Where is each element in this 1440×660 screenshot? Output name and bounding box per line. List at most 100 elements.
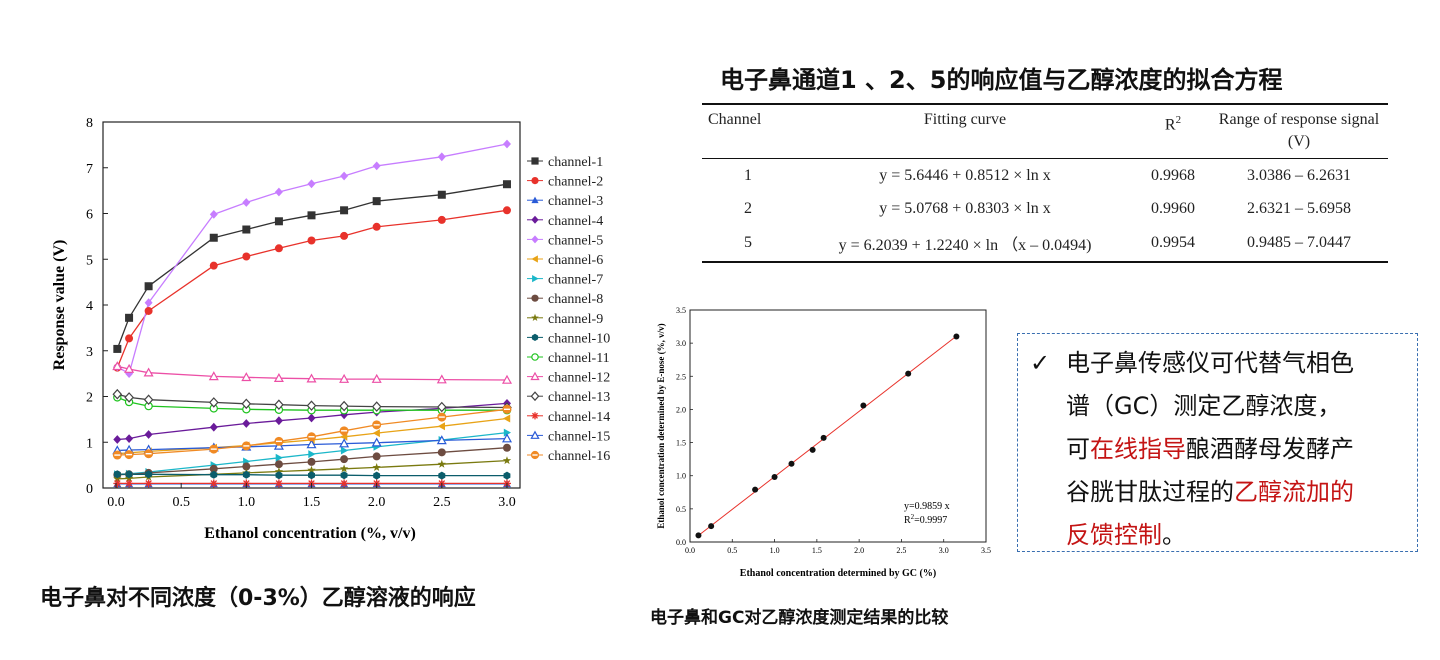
legend-label: channel-10 (548, 331, 610, 346)
data-point (820, 434, 827, 441)
data-point-channel-15 (371, 437, 382, 447)
data-point-channel-7 (340, 446, 349, 455)
data-point-channel-9 (372, 463, 381, 471)
marker-detail (243, 445, 250, 447)
data-point-channel-12 (208, 371, 219, 381)
x-tick-label: 1.5 (812, 546, 822, 555)
y-tick-label: 8 (86, 116, 93, 131)
legend-marker-channel-4 (531, 215, 539, 224)
marker-detail (126, 453, 133, 456)
data-point-channel-1 (242, 225, 251, 234)
table-row: 1 y = 5.6446 + 0.8512 × ln x 0.9968 3.03… (702, 159, 1388, 193)
data-point-channel-1 (125, 313, 134, 322)
row-channel: 2 (744, 199, 752, 217)
legend-marker-channel-9 (531, 313, 539, 321)
x-tick-label: 0.0 (685, 546, 695, 555)
data-point-channel-2 (125, 334, 134, 343)
data-point-channel-4 (242, 419, 251, 428)
data-point-channel-8 (437, 448, 446, 457)
data-point-channel-8 (502, 443, 511, 452)
data-point-channel-5 (503, 139, 511, 149)
data-point-channel-2 (242, 252, 251, 261)
data-point-channel-12 (241, 372, 252, 382)
data-point-channel-13 (143, 394, 154, 405)
legend-label: channel-15 (548, 429, 610, 444)
data-point-channel-12 (339, 373, 350, 383)
response-y-axis-label: Response value (V) (51, 240, 68, 371)
data-point-channel-10 (145, 470, 153, 479)
data-point-channel-10 (242, 470, 250, 479)
data-point-channel-1 (113, 344, 122, 353)
legend-marker-channel-15 (530, 430, 540, 439)
data-point-channel-8 (307, 457, 316, 466)
legend-label: channel-6 (548, 253, 603, 268)
marker-detail (275, 440, 282, 443)
legend-label: channel-2 (548, 175, 603, 190)
data-point-channel-13 (274, 399, 284, 410)
x-tick-label: 3.5 (981, 546, 991, 555)
row-fitting: y = 5.6446 + 0.8512 × ln x (879, 166, 1051, 184)
x-tick-label: 3.0 (498, 495, 516, 510)
y-tick-label: 1.0 (676, 472, 686, 481)
legend-label: channel-13 (548, 390, 610, 405)
legend-label: channel-4 (548, 214, 603, 229)
fitting-table-header-row: Channel Fitting curve R2 Range of respon… (702, 104, 1388, 159)
data-point-channel-2 (372, 222, 381, 231)
series-line-channel-5 (116, 143, 508, 375)
data-point-channel-1 (209, 233, 218, 242)
data-point-channel-8 (209, 464, 218, 473)
data-point-channel-15 (339, 438, 350, 448)
data-point-channel-12 (501, 374, 513, 384)
y-tick-label: 0.0 (676, 538, 686, 547)
conclusion-box (1017, 333, 1418, 552)
data-point-channel-1 (307, 211, 316, 220)
legend-marker-channel-8 (531, 294, 539, 302)
data-point-channel-13 (371, 401, 382, 412)
row-fitting: y = 5.0768 + 0.8303 × ln x (879, 199, 1051, 217)
y-tick-label: 2 (86, 391, 93, 406)
legend-label: channel-9 (548, 312, 603, 327)
data-point-channel-4 (113, 435, 122, 444)
data-point-channel-6 (437, 422, 445, 431)
legend-marker-channel-6 (531, 255, 538, 263)
data-point-channel-13 (436, 401, 447, 413)
data-point-channel-12 (124, 363, 135, 373)
data-point-channel-10 (340, 471, 348, 480)
marker-detail (341, 430, 348, 432)
data-point-channel-1 (372, 197, 381, 206)
x-tick-label: 3.0 (939, 546, 949, 555)
y-tick-label: 7 (86, 162, 93, 177)
data-point-channel-10 (308, 471, 315, 480)
data-point-channel-13 (306, 400, 317, 411)
data-point-channel-14 (125, 479, 134, 488)
data-point-channel-8 (242, 462, 251, 471)
data-point-channel-4 (209, 422, 218, 432)
data-point-channel-1 (340, 206, 349, 215)
data-point-channel-14 (113, 479, 122, 488)
conclusion-line: 谱（GC）测定乙醇浓度， (1030, 385, 1415, 428)
data-point-channel-15 (501, 433, 513, 443)
legend-label: channel-3 (548, 194, 603, 209)
data-point-channel-13 (124, 392, 134, 403)
row-range: 2.6321 – 5.6958 (1247, 199, 1351, 217)
table-row: 2 y = 5.0768 + 0.8303 × ln x 0.9960 2.63… (702, 192, 1388, 225)
header-range-line2: (V) (1287, 133, 1311, 150)
data-point (788, 460, 795, 467)
marker-detail (114, 454, 121, 456)
data-point-channel-10 (210, 470, 218, 479)
conclusion-line: 反馈控制。 (1030, 514, 1415, 557)
table-title: 电子鼻通道1 、2、5的响应值与乙醇浓度的拟合方程 (720, 66, 1283, 94)
data-point-channel-2 (502, 206, 511, 215)
data-point-channel-2 (274, 244, 283, 253)
marker-detail (145, 452, 152, 455)
row-r2: 0.9968 (1151, 166, 1195, 184)
legend-label: channel-14 (548, 410, 610, 425)
data-point-channel-13 (112, 388, 123, 400)
data-point-channel-12 (273, 372, 284, 382)
legend-marker-channel-5 (531, 235, 539, 244)
y-tick-label: 0.5 (676, 505, 686, 514)
legend-label: channel-5 (548, 233, 603, 248)
data-point-channel-13 (208, 397, 219, 408)
data-point (860, 402, 867, 409)
data-point-channel-4 (144, 430, 153, 439)
